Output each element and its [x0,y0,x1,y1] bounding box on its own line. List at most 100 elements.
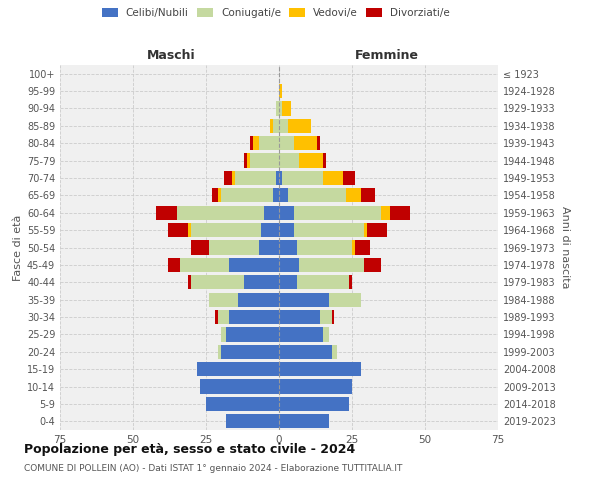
Bar [218,188,221,202]
Bar [279,328,323,342]
Bar [279,258,299,272]
Bar [218,310,229,324]
Bar [279,118,288,133]
Bar [188,223,191,237]
Bar [250,136,253,150]
Y-axis label: Fasce di età: Fasce di età [13,214,23,280]
Bar [288,118,311,133]
Text: COMUNE DI POLLEIN (AO) - Dati ISTAT 1° gennaio 2024 - Elaborazione TUTTITALIA.IT: COMUNE DI POLLEIN (AO) - Dati ISTAT 1° g… [24,464,403,473]
Bar [343,171,355,185]
Bar [221,344,279,359]
Bar [244,154,247,168]
Bar [168,258,180,272]
Bar [197,362,279,376]
Bar [317,136,320,150]
Bar [226,328,279,342]
Bar [218,344,221,359]
Bar [265,206,279,220]
Bar [180,258,229,272]
Bar [253,136,259,150]
Text: Popolazione per età, sesso e stato civile - 2024: Popolazione per età, sesso e stato civil… [24,442,355,456]
Bar [296,275,349,289]
Bar [323,171,343,185]
Bar [346,188,361,202]
Bar [279,275,296,289]
Bar [361,188,376,202]
Bar [320,310,332,324]
Bar [279,414,329,428]
Bar [293,136,317,150]
Bar [235,171,276,185]
Bar [332,310,334,324]
Bar [244,275,279,289]
Bar [279,206,293,220]
Bar [157,206,177,220]
Bar [381,206,390,220]
Bar [276,102,279,116]
Bar [209,240,259,254]
Bar [279,397,349,411]
Bar [191,223,262,237]
Bar [212,188,218,202]
Bar [250,154,279,168]
Bar [279,188,288,202]
Bar [352,240,355,254]
Legend: Celibi/Nubili, Coniugati/e, Vedovi/e, Divorziati/e: Celibi/Nubili, Coniugati/e, Vedovi/e, Di… [102,8,450,18]
Bar [200,380,279,394]
Bar [279,310,320,324]
Bar [279,171,282,185]
Bar [367,223,387,237]
Bar [279,380,352,394]
Bar [270,118,273,133]
Bar [273,188,279,202]
Bar [221,188,273,202]
Bar [279,344,332,359]
Bar [209,292,238,307]
Bar [355,240,370,254]
Bar [279,102,282,116]
Bar [279,292,329,307]
Bar [296,240,352,254]
Text: Femmine: Femmine [355,48,419,62]
Bar [247,154,250,168]
Bar [259,136,279,150]
Bar [276,171,279,185]
Bar [282,171,323,185]
Bar [279,362,361,376]
Bar [288,188,346,202]
Bar [273,118,279,133]
Bar [191,275,244,289]
Bar [323,328,329,342]
Bar [226,414,279,428]
Bar [232,171,235,185]
Bar [262,223,279,237]
Bar [259,240,279,254]
Bar [238,292,279,307]
Bar [279,84,282,98]
Bar [215,310,218,324]
Bar [349,275,352,289]
Bar [329,292,361,307]
Bar [229,258,279,272]
Bar [293,223,364,237]
Bar [279,223,293,237]
Bar [332,344,337,359]
Text: Maschi: Maschi [146,48,195,62]
Bar [279,240,296,254]
Bar [168,223,188,237]
Bar [279,136,293,150]
Bar [224,171,232,185]
Bar [221,328,226,342]
Bar [191,240,209,254]
Bar [177,206,265,220]
Bar [364,258,381,272]
Y-axis label: Anni di nascita: Anni di nascita [560,206,569,289]
Bar [390,206,410,220]
Bar [293,206,381,220]
Bar [323,154,326,168]
Bar [206,397,279,411]
Bar [364,223,367,237]
Bar [229,310,279,324]
Bar [188,275,191,289]
Bar [279,154,299,168]
